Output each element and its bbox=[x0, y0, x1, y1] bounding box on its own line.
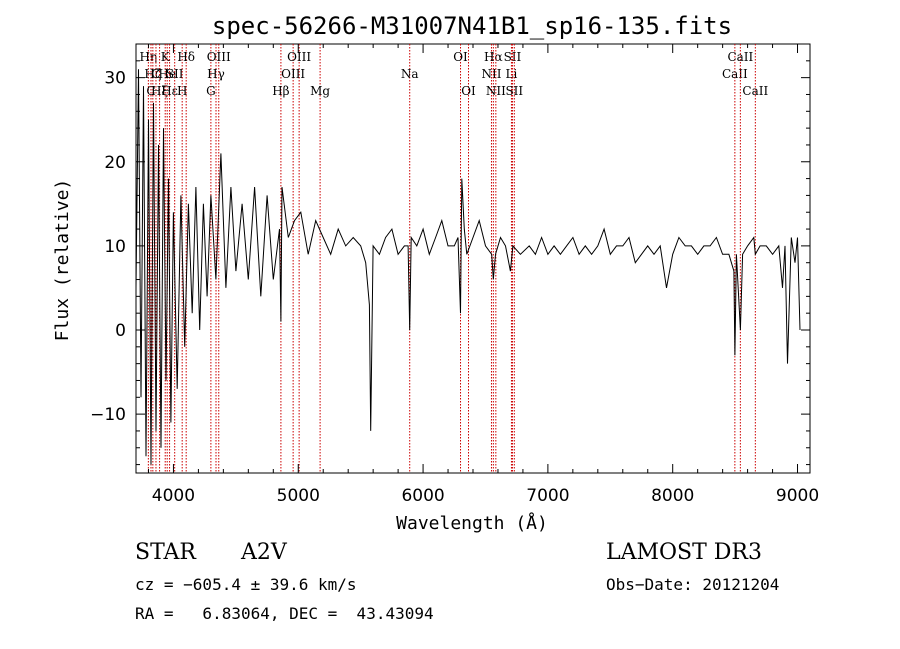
x-axis-label: Wavelength (Å) bbox=[396, 512, 548, 534]
line-marker-label-28: CaII bbox=[727, 50, 753, 64]
line-marker-label-13: OIII bbox=[207, 50, 231, 64]
line-marker-label-21: NII bbox=[481, 67, 501, 81]
line-marker-label-18: Na bbox=[401, 67, 419, 81]
line-marker-label-17: Mg bbox=[310, 84, 330, 98]
y-tick-label-0: −10 bbox=[90, 405, 126, 425]
line-marker-label-9: H bbox=[177, 84, 187, 98]
x-tick-label-3: 7000 bbox=[526, 486, 569, 506]
x-tick-label-4: 8000 bbox=[651, 486, 694, 506]
line-marker-label-0: Hη bbox=[140, 50, 158, 64]
line-marker-label-25: SII bbox=[504, 50, 522, 64]
x-axis: 4000 5000 6000 7000 8000 9000 bbox=[147, 44, 819, 506]
line-marker-label-8: SII bbox=[166, 67, 184, 81]
line-markers: HηCHζCHξKHeHεSIIHHδGHγOIIIHβOIIIOIIIMgNa… bbox=[140, 44, 768, 473]
line-marker-label-27: CaII bbox=[722, 67, 748, 81]
line-marker-label-3: C bbox=[151, 67, 160, 81]
line-marker-label-5: K bbox=[161, 50, 171, 64]
y-axis-label: Flux (relative) bbox=[52, 179, 73, 342]
line-marker-label-26: SII bbox=[505, 84, 523, 98]
x-tick-label-2: 6000 bbox=[401, 486, 444, 506]
y-tick-label-3: 20 bbox=[104, 153, 126, 173]
survey-name: LAMOST DR3 bbox=[606, 540, 762, 565]
y-tick-label-1: 0 bbox=[115, 321, 126, 341]
line-marker-label-7: Hε bbox=[161, 84, 178, 98]
line-marker-label-2: Hζ bbox=[144, 67, 161, 81]
object-class: STAR bbox=[135, 540, 196, 565]
spectral-subclass: A2V bbox=[241, 540, 287, 565]
line-marker-label-11: G bbox=[206, 84, 216, 98]
x-tick-label-5: 9000 bbox=[776, 486, 819, 506]
y-axis: −10 0 10 20 30 bbox=[90, 43, 810, 466]
redshift-cz: cz = −605.4 ± 39.6 km/s bbox=[135, 575, 357, 594]
line-marker-label-6: He bbox=[158, 67, 176, 81]
x-tick-label-0: 4000 bbox=[152, 486, 195, 506]
line-marker-label-4: Hξ bbox=[151, 84, 168, 98]
line-marker-label-20: OI bbox=[461, 84, 476, 98]
line-marker-label-10: Hδ bbox=[177, 50, 195, 64]
line-marker-label-12: Hγ bbox=[207, 67, 225, 81]
spectrum-series bbox=[136, 69, 801, 465]
line-marker-label-23: NII bbox=[486, 84, 506, 98]
line-marker-label-19: OI bbox=[453, 50, 468, 64]
line-marker-label-14: Hβ bbox=[272, 84, 289, 98]
line-marker-label-22: Hα bbox=[484, 50, 503, 64]
y-tick-label-4: 30 bbox=[104, 69, 126, 89]
line-marker-label-24: Li bbox=[506, 67, 518, 81]
line-marker-label-1: C bbox=[146, 84, 155, 98]
flux-line bbox=[136, 69, 801, 465]
observation-date: Obs−Date: 20121204 bbox=[606, 575, 780, 594]
line-marker-label-15: OIII bbox=[281, 67, 305, 81]
coordinates: RA = 6.83064, DEC = 43.43094 bbox=[135, 604, 434, 623]
y-tick-label-2: 10 bbox=[104, 237, 126, 257]
chart-title: spec-56266-M31007N41B1_sp16-135.fits bbox=[212, 12, 732, 40]
x-tick-label-1: 5000 bbox=[277, 486, 320, 506]
line-marker-label-29: CaII bbox=[742, 84, 768, 98]
line-marker-label-16: OIII bbox=[287, 50, 311, 64]
